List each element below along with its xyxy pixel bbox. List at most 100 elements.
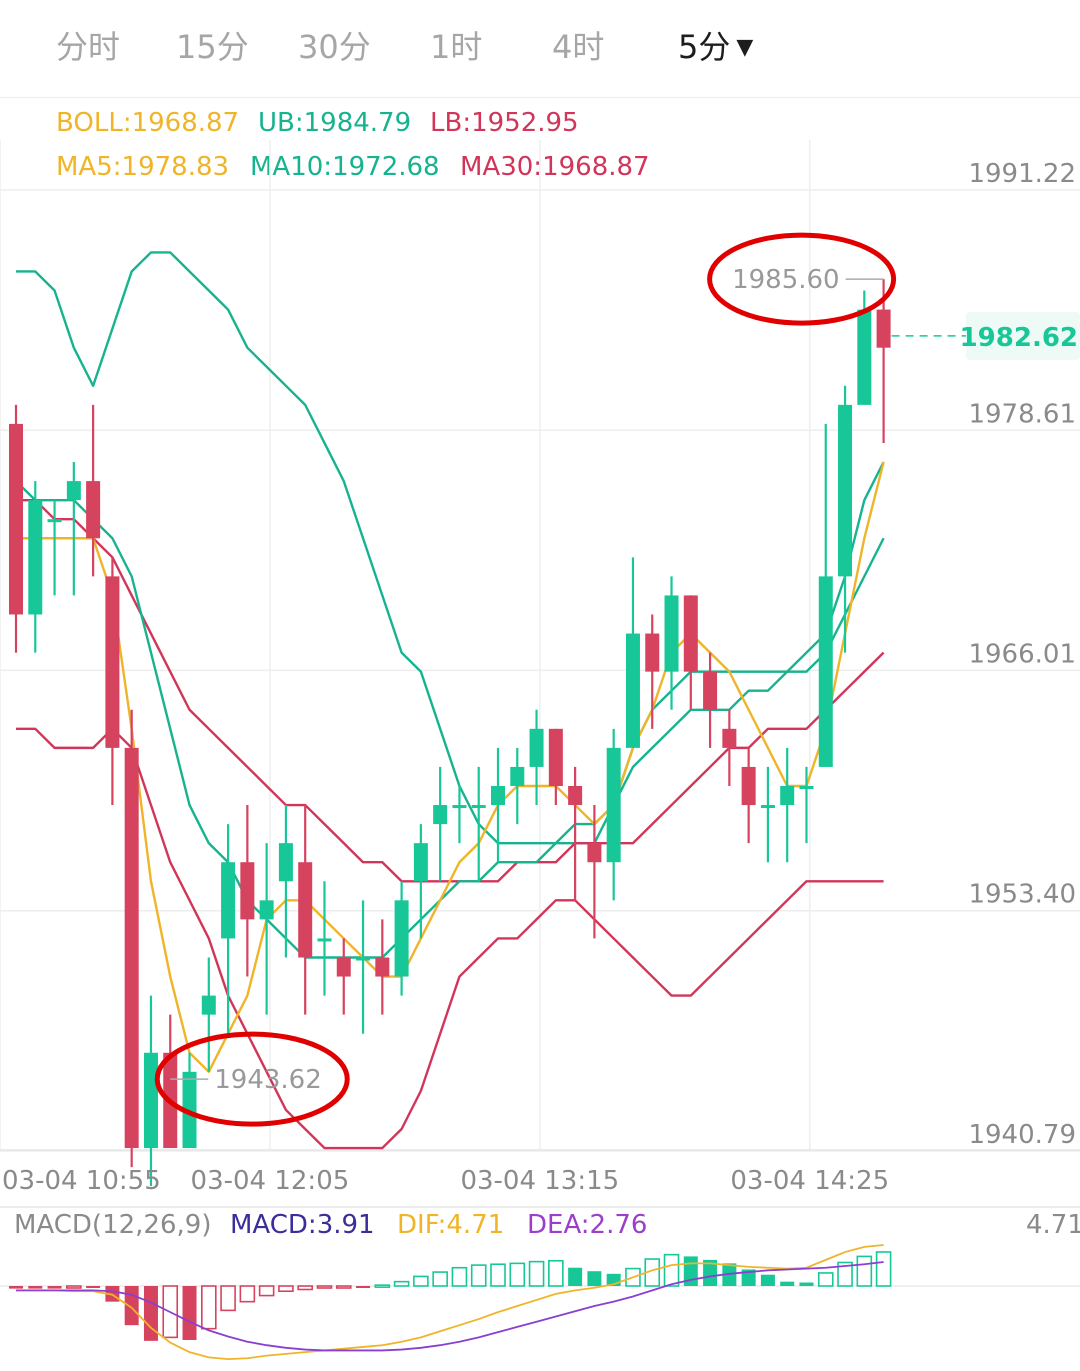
- macd-bar: [220, 1285, 236, 1312]
- tab-30min[interactable]: 30分: [298, 28, 371, 66]
- macd-bar: [316, 1285, 333, 1289]
- candle: [28, 481, 43, 653]
- macd-bar: [143, 1286, 158, 1341]
- candle-body: [143, 1052, 158, 1149]
- candle-body: [201, 995, 216, 1015]
- dea-value: DEA:2.76: [527, 1210, 648, 1240]
- macd-bar: [548, 1259, 564, 1287]
- dea-line: [16, 1261, 884, 1352]
- candle: [683, 595, 698, 710]
- candle-body: [722, 728, 737, 748]
- candle: [510, 747, 525, 825]
- price-tick-label: 1940.79: [968, 1120, 1076, 1150]
- boll-value: BOLL:1968.87: [56, 108, 240, 138]
- macd-bar: [9, 1286, 23, 1289]
- macd-bar: [278, 1285, 294, 1293]
- annotations: 1985.60 1943.62: [154, 232, 897, 1127]
- ub-value: UB:1984.79: [258, 108, 412, 138]
- macd-bar: [799, 1282, 814, 1287]
- candle-body: [587, 843, 602, 863]
- candle: [394, 881, 409, 996]
- candle: [201, 957, 216, 1072]
- candle: [587, 805, 602, 939]
- macd-bar: [663, 1253, 680, 1287]
- macd-bar: [470, 1264, 487, 1287]
- candle-body: [741, 766, 756, 806]
- candle: [182, 1052, 197, 1149]
- candle: [66, 462, 81, 596]
- candle-body: [317, 938, 332, 942]
- candle: [780, 747, 795, 863]
- candle: [356, 900, 371, 1034]
- macd-bar: [258, 1285, 275, 1297]
- high-price-label: 1985.60: [732, 265, 840, 295]
- candle: [336, 938, 351, 1015]
- candle-body: [606, 747, 621, 863]
- line-ub: [16, 251, 885, 845]
- candle: [375, 919, 390, 1015]
- candle: [259, 843, 274, 1015]
- candle-body: [876, 309, 891, 348]
- candle: [143, 995, 158, 1187]
- candle-body: [683, 595, 698, 672]
- macd-bar: [86, 1286, 101, 1289]
- tab-timeshare[interactable]: 分时: [56, 28, 121, 66]
- price-tick-label: 1966.01: [968, 639, 1076, 669]
- candle-body: [780, 785, 795, 806]
- candle-body: [838, 404, 853, 577]
- macd-bar: [451, 1266, 468, 1287]
- candle: [317, 881, 332, 996]
- current-price-tag: [966, 311, 1080, 360]
- candle-body: [548, 728, 563, 786]
- macd-bar: [374, 1284, 391, 1288]
- candle-body: [818, 576, 833, 767]
- tab-4hour[interactable]: 4时: [552, 28, 605, 66]
- candle: [568, 766, 583, 901]
- candle-body: [336, 957, 351, 977]
- candle: [105, 557, 120, 806]
- macd-bar: [875, 1251, 892, 1287]
- candle-body: [471, 805, 486, 809]
- candle: [625, 557, 640, 748]
- candle-body: [568, 785, 583, 806]
- macd-bar: [239, 1285, 256, 1303]
- candle: [413, 824, 428, 939]
- tab-5min[interactable]: 5分 ▼: [678, 22, 753, 68]
- macd-bar: [703, 1259, 718, 1287]
- candle: [741, 747, 756, 844]
- time-tick-label: 03-04 10:55: [2, 1166, 161, 1196]
- indicator-lines: [15, 251, 885, 1150]
- line-lb: [16, 727, 884, 1150]
- candle: [9, 404, 23, 653]
- kline-chart[interactable]: 1982.62 1991.22 1978.61 1966.01 1953.40 1940…: [0, 98, 1080, 1371]
- ma5-value: MA5:1978.83: [56, 152, 230, 182]
- low-circle: [154, 1031, 350, 1127]
- candle-body: [375, 957, 390, 977]
- macd-bar: [490, 1263, 506, 1287]
- macd-bar: [66, 1285, 82, 1289]
- candle-body: [182, 1071, 197, 1149]
- macd-bar: [432, 1271, 448, 1287]
- chart-grid: [0, 140, 1080, 1208]
- tab-1hour[interactable]: 1时: [430, 28, 483, 66]
- candle-body: [9, 423, 23, 615]
- candle-body: [799, 785, 814, 789]
- low-price-label: 1943.62: [214, 1065, 322, 1095]
- time-axis: 03-04 10:55 03-04 12:05 03-04 13:15 03-04 1…: [2, 1166, 889, 1196]
- candle-body: [394, 900, 409, 977]
- macd-bar: [568, 1267, 583, 1287]
- candle: [298, 805, 313, 1015]
- candle-body: [124, 747, 139, 1149]
- macd-bar: [509, 1262, 526, 1287]
- candle: [47, 500, 62, 596]
- candle-body: [413, 843, 428, 882]
- price-tick-label: 1953.40: [968, 880, 1076, 910]
- candle: [529, 709, 544, 806]
- tab-15min[interactable]: 15分: [176, 28, 249, 66]
- candle: [452, 785, 467, 844]
- line-ma10: [15, 480, 885, 959]
- macd-bar: [28, 1286, 43, 1289]
- macd-value: MACD:3.91: [230, 1210, 375, 1240]
- current-price-line: 1982.62: [891, 311, 1080, 360]
- candle-body: [240, 862, 255, 920]
